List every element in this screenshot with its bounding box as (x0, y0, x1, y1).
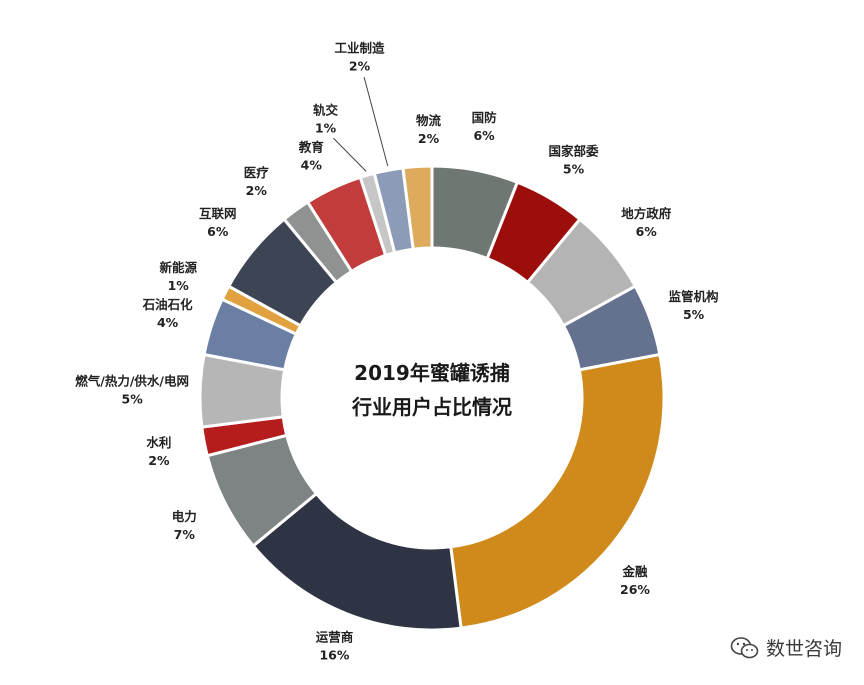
slice-金融 (449, 352, 666, 630)
slice-label-物流: 物流 (416, 113, 442, 128)
slice-value-运营商: 16% (319, 647, 349, 662)
slice-label-轨交: 轨交 (313, 103, 339, 118)
slice-label-教育: 教育 (298, 139, 325, 154)
slice-label-工业制造: 工业制造 (335, 41, 386, 56)
slice-label-国家部委: 国家部委 (549, 144, 600, 159)
slice-物流 (401, 164, 434, 251)
slice-value-金融: 26% (620, 582, 650, 597)
slice-label-监管机构: 监管机构 (669, 289, 719, 304)
slice-value-教育: 4% (301, 157, 323, 172)
slice-value-电力: 7% (174, 527, 196, 542)
watermark: 数世咨询 (730, 634, 842, 661)
slice-value-石油石化: 4% (157, 315, 179, 330)
slice-value-医疗: 2% (246, 183, 268, 198)
slice-value-燃气/热力/供水/电网: 5% (122, 392, 144, 407)
wechat-icon (730, 636, 759, 658)
leader-line-轨交 (332, 137, 367, 172)
slice-value-工业制造: 2% (349, 59, 371, 74)
slice-value-监管机构: 5% (683, 307, 705, 322)
slice-label-电力: 电力 (172, 509, 197, 524)
chart-title-line-2: 行业用户占比情况 (351, 395, 512, 419)
leader-line-工业制造 (363, 76, 389, 167)
slice-label-运营商: 运营商 (316, 629, 354, 644)
slice-label-互联网: 互联网 (199, 206, 237, 221)
slice-label-新能源: 新能源 (159, 260, 197, 275)
watermark-text: 数世咨询 (765, 638, 842, 660)
slice-value-水利: 2% (148, 453, 170, 468)
slice-value-互联网: 6% (207, 224, 229, 239)
slice-value-国家部委: 5% (563, 162, 585, 177)
slice-label-地方政府: 地方政府 (621, 206, 672, 221)
slice-label-石油石化: 石油石化 (142, 297, 194, 312)
slice-label-燃气/热力/供水/电网: 燃气/热力/供水/电网 (75, 374, 189, 389)
slice-label-金融: 金融 (621, 564, 648, 579)
slice-label-国防: 国防 (472, 110, 498, 125)
slice-label-医疗: 医疗 (244, 165, 270, 180)
slice-value-国防: 6% (473, 128, 495, 143)
slice-value-轨交: 1% (315, 121, 337, 136)
slice-value-物流: 2% (418, 131, 440, 146)
slice-value-新能源: 1% (168, 278, 190, 293)
chart-title-line-1: 2019年蜜罐诱捕 (354, 361, 510, 385)
slice-value-地方政府: 6% (636, 224, 658, 239)
slice-label-水利: 水利 (146, 435, 171, 450)
